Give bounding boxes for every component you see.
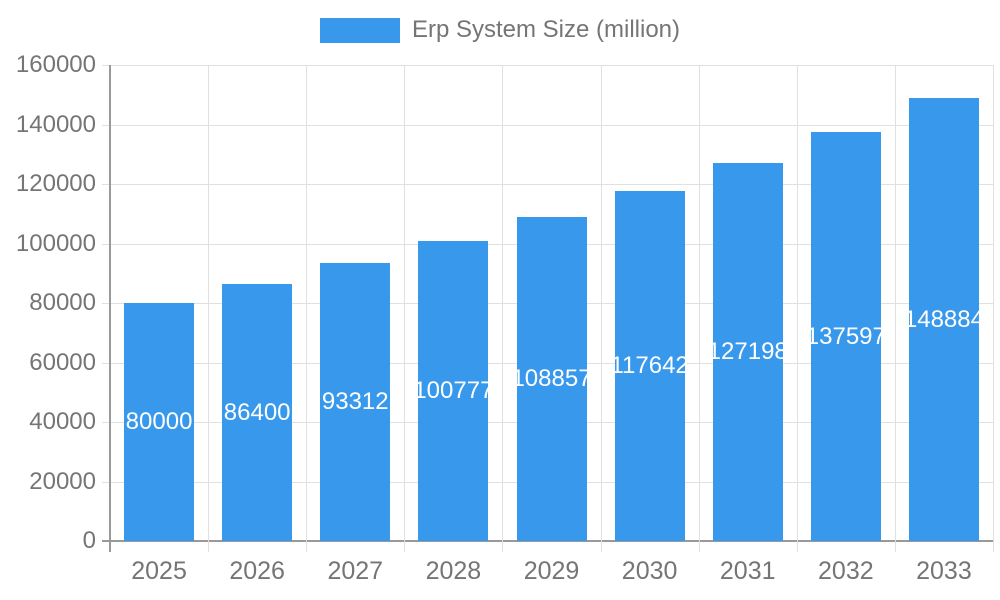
bar	[810, 132, 881, 541]
v-gridline	[600, 65, 602, 552]
h-gridline	[102, 65, 993, 66]
v-gridline	[404, 65, 406, 552]
v-gridline	[698, 65, 700, 552]
x-tick-label: 2026	[229, 557, 285, 585]
v-gridline	[993, 65, 994, 552]
bar	[418, 241, 489, 541]
bar	[124, 303, 195, 541]
y-tick-label: 140000	[15, 110, 96, 138]
bar	[712, 163, 783, 541]
y-tick-label: 0	[82, 527, 96, 554]
y-tick-label: 160000	[15, 51, 96, 78]
h-gridline	[102, 184, 993, 185]
x-tick-label: 2031	[719, 557, 776, 585]
bar	[320, 263, 391, 541]
bar-value-label: 80000	[125, 408, 193, 435]
bar-value-label: 100777	[413, 377, 494, 404]
v-gridline	[306, 65, 308, 552]
legend: Erp System Size (million)	[0, 16, 1000, 44]
x-tick-label: 2025	[131, 557, 187, 585]
bar-value-label: 137597	[805, 322, 886, 350]
y-tick-label: 20000	[29, 467, 96, 495]
bar	[222, 284, 293, 541]
y-tick-label: 40000	[29, 408, 96, 435]
v-gridline	[894, 65, 896, 552]
h-gridline	[102, 124, 993, 126]
bar-value-label: 127198	[707, 338, 788, 365]
y-tick-label: 100000	[15, 229, 96, 257]
bar-value-label: 117642	[610, 352, 689, 379]
bar-value-label: 148884	[903, 305, 984, 333]
v-gridline	[796, 65, 798, 552]
v-gridline	[502, 65, 504, 552]
x-axis-line	[102, 540, 993, 542]
x-tick-label: 2033	[916, 557, 972, 585]
v-gridline	[208, 65, 210, 552]
bar	[614, 191, 685, 541]
legend-label: Erp System Size (million)	[411, 16, 681, 43]
x-tick-label: 2029	[523, 557, 580, 585]
bar-value-label: 108857	[511, 365, 592, 392]
x-tick-label: 2030	[621, 557, 678, 585]
y-tick-label: 120000	[15, 170, 96, 197]
bar	[908, 98, 979, 541]
y-tick-label: 60000	[29, 348, 96, 376]
y-axis-line	[109, 65, 111, 552]
bar-value-label: 93312	[321, 388, 389, 415]
x-tick-label: 2027	[327, 557, 384, 585]
legend-swatch	[319, 17, 400, 43]
bar-value-label: 86400	[223, 398, 291, 426]
y-tick-label: 80000	[29, 289, 96, 316]
x-tick-label: 2028	[425, 557, 482, 585]
x-tick-label: 2032	[818, 557, 874, 585]
bar	[516, 217, 587, 541]
